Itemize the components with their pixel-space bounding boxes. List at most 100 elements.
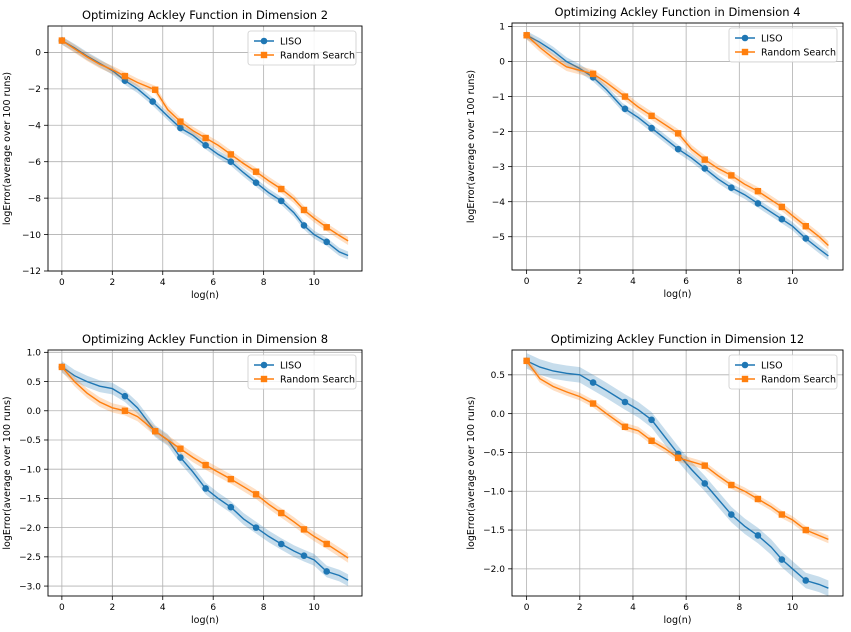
chart-title: Optimizing Ackley Function in Dimension … [554,5,800,19]
legend: LISO Random Search [728,354,838,390]
legend-box [728,27,838,63]
data-point [121,407,129,414]
chart-panel-2: 0 2 4 6 8 10 −5 −4 −3 −2 −1 0 1 Optimizing Ackley Fun… [466,5,844,300]
chart-panel-4: 0 2 4 6 8 10 −2.0 −1.5 −1.0 −0.5 0.0 0.5 Optimizing … [466,332,844,626]
y-tick-label: −1.0 [483,487,505,497]
y-tick-label: −5 [492,233,505,243]
data-point [151,428,159,435]
data-point [523,32,530,39]
x-axis-label: log(n) [191,615,219,626]
series-random-search [58,362,349,563]
y-tick-label: −0.5 [483,449,505,459]
legend-box [247,30,357,66]
y-tick-label: −12 [22,267,41,277]
data-point [252,491,260,498]
data-point [674,454,682,462]
x-tick-label: 0 [524,277,530,287]
y-tick-label: −2.5 [19,553,41,563]
y-tick-label: −1.5 [19,495,41,505]
y-tick-label: −4 [28,121,42,131]
x-tick-label: 6 [683,277,689,287]
x-tick-label: 10 [787,277,799,287]
y-tick-label: 0 [499,58,505,68]
data-point [300,552,308,559]
y-tick-label: −3.0 [19,582,41,592]
data-point [701,462,708,469]
legend-marker [741,34,749,42]
legend-marker [741,361,749,369]
y-tick-label: 0.5 [27,378,41,388]
data-point [754,200,762,207]
data-point [728,481,735,489]
x-tick-label: 4 [630,603,636,613]
data-point [227,503,235,511]
data-point [701,165,709,172]
series-random-search [58,36,349,245]
data-point [728,172,735,179]
data-point [674,130,682,137]
data-point [300,526,308,533]
legend-label: Random Search [761,47,836,58]
y-tick-label: 0.0 [27,407,42,417]
data-point [149,98,156,105]
legend-label: Random Search [280,50,355,61]
x-tick-label: 2 [577,277,583,287]
series-line [61,366,349,581]
x-axis-label: log(n) [664,615,692,626]
x-tick-label: 2 [109,603,115,613]
data-point [151,86,159,93]
legend-label: Random Search [761,374,836,385]
data-point [177,454,184,461]
x-tick-label: 0 [59,278,65,288]
x-tick-label: 0 [524,603,530,613]
x-axis-label: log(n) [191,290,219,301]
plot-frame [511,349,844,597]
y-tick-label: −2.0 [483,565,505,575]
x-tick-label: 0 [59,603,65,613]
data-point [754,495,762,503]
y-tick-label: −6 [28,158,42,168]
x-tick-label: 8 [261,603,267,613]
series-liso [523,31,829,261]
y-tick-label: −2 [492,128,505,138]
x-tick-label: 4 [160,603,166,613]
data-point [252,524,260,531]
confidence-band [61,361,349,587]
x-tick-label: 8 [736,603,742,613]
x-tick-label: 4 [630,277,636,287]
y-tick-label: 1.0 [27,349,42,359]
y-tick-label: −1 [492,93,505,103]
data-point [648,416,655,424]
legend-label: LISO [761,360,783,371]
data-point [802,235,810,242]
data-point [754,532,762,539]
y-tick-label: 0.5 [491,371,505,381]
y-axis-label: logError(average over 100 runs) [2,396,13,549]
legend: LISO Random Search [247,30,357,66]
legend-marker [260,361,268,369]
y-tick-label: −1.0 [19,465,41,475]
data-point [621,398,629,406]
x-tick-label: 6 [210,278,216,288]
x-tick-label: 6 [683,603,689,613]
x-tick-label: 10 [787,603,799,613]
legend-label: Random Search [280,374,355,385]
data-point [589,70,597,78]
data-point [177,124,184,132]
series-random-search [523,31,829,250]
data-point [202,485,209,492]
chart-title: Optimizing Ackley Function in Dimension … [551,332,804,346]
data-point [523,357,530,365]
y-tick-label: −1.5 [483,526,505,536]
chart-title: Optimizing Ackley Function in Dimension … [82,8,328,22]
data-point [778,556,786,563]
data-point [58,363,66,371]
legend-label: LISO [280,36,302,47]
y-tick-label: −2 [28,85,41,95]
data-point [802,577,810,584]
data-point [802,526,809,534]
x-tick-label: 10 [308,603,320,613]
y-tick-label: −8 [28,194,42,204]
data-point [121,72,129,80]
